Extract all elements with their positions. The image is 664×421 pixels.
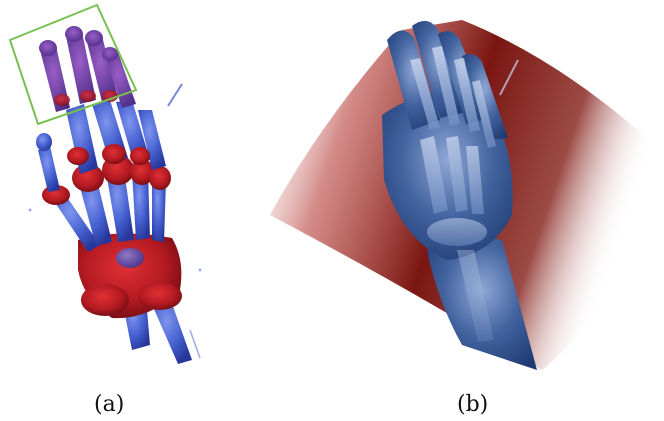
bone-render-image bbox=[8, 3, 202, 364]
caption-a: (a) bbox=[94, 392, 125, 417]
selection-box bbox=[8, 3, 138, 126]
hand-bones bbox=[28, 26, 202, 364]
tissue-render-image bbox=[270, 20, 660, 370]
panel-a-bone-render bbox=[0, 0, 250, 380]
hand-surface bbox=[382, 20, 537, 370]
caption-b: (b) bbox=[457, 392, 489, 417]
panel-b-tissue-render bbox=[262, 0, 664, 380]
